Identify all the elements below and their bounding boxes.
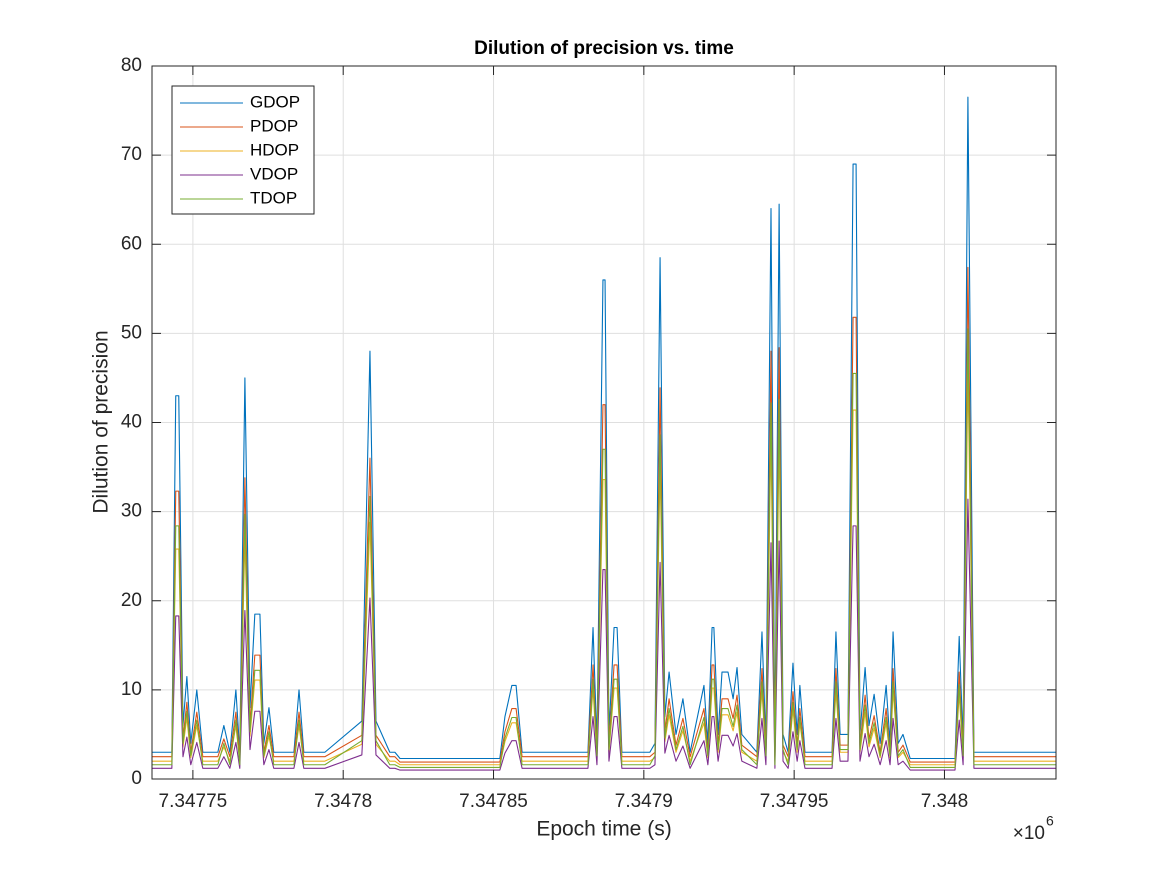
legend-label: GDOP [250,92,300,111]
y-axis-label: Dilution of precision [90,330,113,513]
legend-label: HDOP [250,140,299,159]
x-exponent-base: ×10 [1013,823,1045,844]
y-tick-label: 0 [131,768,142,789]
chart-title: Dilution of precision vs. time [474,38,734,59]
legend-label: PDOP [250,116,298,135]
legend: GDOP PDOP HDOP VDOP TDOP [171,85,315,215]
series-line [152,328,1056,768]
y-tick-label: 60 [121,233,142,254]
y-tick-label: 10 [121,679,142,700]
x-tick-label: 7.34795 [760,791,829,812]
y-tick-label: 20 [121,590,142,611]
y-tick-label: 30 [121,501,142,522]
grid [152,65,1056,780]
ticks: 0 10 20 30 40 50 60 70 80 7.34775 7.3478 7.34785 7.3… [121,55,1056,812]
y-tick-label: 70 [121,144,142,165]
x-tick-label: 7.3479 [615,791,673,812]
legend-label: VDOP [250,164,298,183]
x-tick-label: 7.34785 [459,791,528,812]
lines [152,96,1056,771]
x-tick-label: 7.348 [921,791,969,812]
x-tick-label: 7.34775 [159,791,228,812]
y-tick-label: 50 [121,322,142,343]
legend-box [171,85,315,215]
x-tick-label: 7.3478 [314,791,372,812]
legend-label: TDOP [250,188,297,207]
y-tick-label: 40 [121,412,142,433]
x-exponent-power: 6 [1046,813,1054,829]
y-tick-label: 80 [121,55,142,76]
x-axis-label: Epoch time (s) [536,818,671,841]
